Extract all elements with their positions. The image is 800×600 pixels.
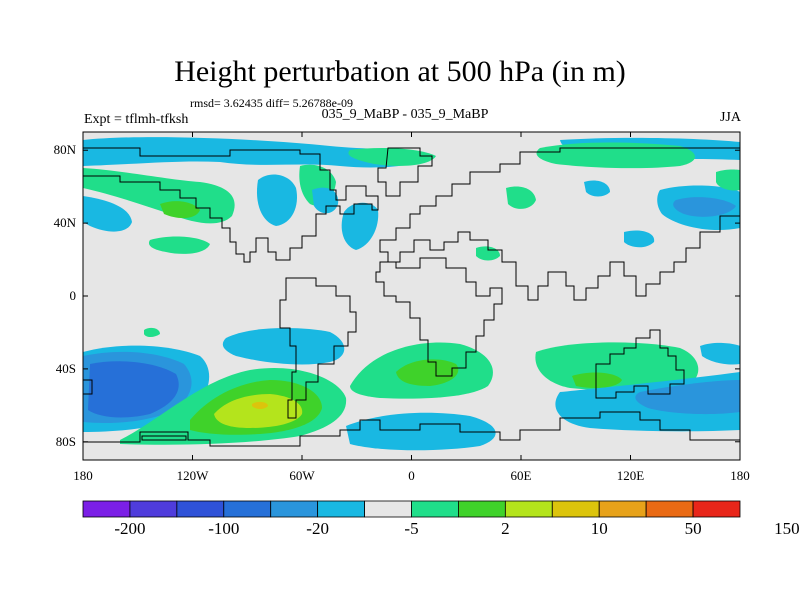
colorbar: -200 -100 -20 -5 2 10 50 150	[82, 500, 800, 538]
colorbar-swatch	[317, 500, 365, 518]
lon-tick-label: 180	[73, 468, 93, 483]
contour-darkgreen-nh-pacific	[160, 201, 200, 219]
contour-yellowgreen-sh-america	[214, 394, 303, 428]
colorbar-swatch	[270, 500, 319, 518]
plot-title: Height perturbation at 500 hPa (in m)	[174, 55, 626, 88]
season-label: JJA	[719, 110, 741, 125]
latitude-axis: 80N 40N 0 40S 80S	[54, 142, 740, 449]
lat-tick-label: 40N	[54, 215, 77, 230]
land-outlines	[83, 147, 740, 447]
contour-green-tropics	[144, 327, 160, 337]
contour-blue-sh-atlantic-south	[346, 412, 496, 451]
colorbar-label: 10	[591, 519, 608, 538]
colorbar-label: 150	[774, 519, 800, 538]
colorbar-swatch	[129, 500, 178, 518]
longitude-axis: 180 120W 60W 0 60E 120E 180	[73, 132, 750, 483]
contour-green-nh-asia	[506, 186, 536, 209]
lon-tick-label: 60W	[289, 468, 315, 483]
stats-text: rmsd= 3.62435 diff= 5.26788e-09	[190, 96, 353, 110]
contour-green-nh-westpac2	[148, 236, 210, 254]
contour-darkgreen-sh-indian	[572, 372, 622, 388]
lat-tick-label: 0	[70, 288, 77, 303]
contour-green-north-center	[348, 148, 436, 166]
colorbar-swatch	[364, 500, 412, 518]
lon-tick-label: 120E	[617, 468, 645, 483]
colorbar-swatch	[504, 500, 553, 518]
colorbar-label: 2	[501, 519, 510, 538]
coastline-eurasia	[379, 147, 740, 301]
coastline-antarctica	[83, 411, 740, 447]
colorbar-label: -100	[208, 519, 239, 538]
colorbar-swatch	[598, 500, 647, 518]
colorbar-swatch	[82, 500, 131, 518]
experiment-label: Expt = tflmh-tfksh	[84, 112, 189, 127]
contour-green-north-east	[536, 142, 695, 169]
contour-blue-nh-europe	[341, 202, 379, 250]
coastline-antarctica-inner	[141, 435, 187, 441]
contour-blue-nh-america	[256, 174, 298, 226]
colorbar-label: 50	[685, 519, 702, 538]
lat-tick-label: 80S	[56, 434, 76, 449]
colorbar-label: -5	[404, 519, 418, 538]
lon-tick-label: 120W	[177, 468, 210, 483]
contour-green-nh-edge	[716, 169, 740, 191]
contour-gold-sh-america	[252, 401, 268, 409]
contour-blue-nh-westpacific	[83, 196, 132, 232]
contour-blue-nh-atlantic	[312, 187, 339, 214]
contour-blue-nh-asia	[584, 180, 610, 197]
colorbar-label: -20	[306, 519, 329, 538]
colorbar-swatch	[551, 500, 600, 518]
coastline-north-america	[83, 147, 379, 263]
colorbar-swatch	[223, 500, 272, 518]
contour-darkgreen-sh-atlantic	[396, 359, 459, 386]
coastline-australia	[595, 329, 685, 399]
case-label: 035_9_MaBP - 035_9_MaBP	[321, 107, 489, 122]
colorbar-swatch	[692, 500, 741, 518]
contour-blue-north-west	[83, 137, 430, 168]
lon-tick-label: 60E	[511, 468, 532, 483]
lon-tick-label: 0	[408, 468, 415, 483]
contour-blue-nh-eastasia	[624, 230, 655, 248]
contour-midblue-sh-indian	[635, 380, 740, 415]
colorbar-swatch	[411, 500, 459, 518]
contour-field	[83, 132, 740, 460]
contour-blue-sh-pacific-core	[88, 361, 179, 418]
colorbar-label: -200	[114, 519, 145, 538]
colorbar-swatch	[458, 500, 506, 518]
coastline-greenland	[377, 147, 433, 197]
lat-tick-label: 40S	[56, 361, 76, 376]
coastline-south-america	[279, 277, 357, 419]
colorbar-swatch	[176, 500, 225, 518]
contour-midblue-nh-eastpac	[673, 197, 736, 217]
coastline-africa	[375, 257, 503, 377]
colorbar-swatch	[645, 500, 694, 518]
lat-tick-label: 80N	[54, 142, 77, 157]
contour-blue-sh-60w	[222, 328, 345, 365]
coastline-asia-west-edge	[83, 379, 93, 395]
lon-tick-label: 180	[730, 468, 750, 483]
contour-blue-sh-far-east	[700, 342, 740, 365]
